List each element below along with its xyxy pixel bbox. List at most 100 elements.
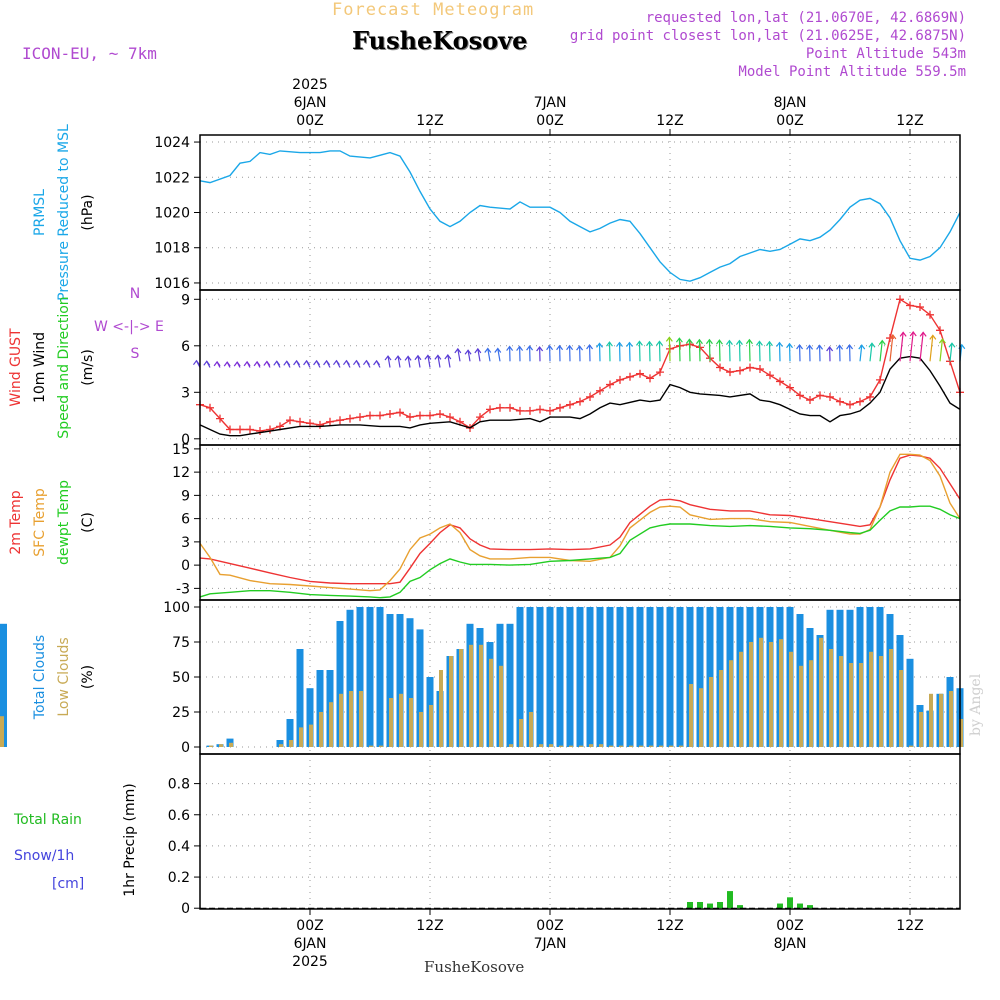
y-tick-label: 0.2 xyxy=(168,870,190,886)
gust-marker xyxy=(926,310,934,319)
bar-low-clouds xyxy=(309,724,313,747)
y-tick-label: 75 xyxy=(172,635,190,651)
wind-arrow-head xyxy=(626,341,633,347)
panel-pressure: 1016 1018 1020 1022 1024 PRMSL Pressure Reduce… xyxy=(32,124,961,301)
gust-marker xyxy=(566,400,574,409)
bar-total-clouds xyxy=(686,607,694,747)
wind-arrow xyxy=(718,340,721,362)
bar-low-clouds xyxy=(439,670,443,747)
bar-total-clouds xyxy=(546,607,554,747)
wind-arrow-head xyxy=(745,338,753,345)
bar-low-clouds xyxy=(349,691,353,747)
panel-label: (hPa) xyxy=(80,194,96,230)
gust-marker xyxy=(236,425,244,434)
bar-low-clouds xyxy=(649,745,653,747)
model-label: ICON-EU, ~ 7km xyxy=(22,44,157,63)
bar-total-clouds xyxy=(616,607,624,747)
wind-arrow-head xyxy=(735,339,743,345)
gust-marker xyxy=(756,365,764,374)
bar-low-clouds xyxy=(419,712,423,747)
y-tick-label: 3 xyxy=(181,535,190,551)
panel-frame xyxy=(199,289,961,446)
wind-arrow-head xyxy=(606,341,613,347)
wind-arrow xyxy=(447,354,451,368)
bar-total-rain xyxy=(777,903,783,909)
footer-station: FusheKosove xyxy=(424,958,525,976)
y-tick-label: 6 xyxy=(181,512,190,528)
gust-marker xyxy=(246,425,254,434)
gust-marker xyxy=(796,391,804,400)
wind-arrow xyxy=(457,348,461,362)
gust-marker xyxy=(416,411,424,420)
gust-marker xyxy=(526,406,534,415)
gust-marker xyxy=(326,417,334,426)
gust-marker xyxy=(546,406,554,415)
wind-arrow-head xyxy=(283,360,291,366)
wind-arrow xyxy=(758,341,761,362)
wind-arrow-head xyxy=(646,340,653,347)
bar-low-clouds xyxy=(289,740,293,747)
panel-label: SFC Temp xyxy=(32,488,48,557)
y-tick-label: 1024 xyxy=(154,135,190,151)
bar-total-clouds xyxy=(346,609,354,747)
wind-arrow xyxy=(658,341,661,362)
wind-arrow-head xyxy=(323,359,331,366)
wind-arrow-head xyxy=(556,344,564,351)
wind-arrow-head xyxy=(665,336,673,342)
bar-total-clouds xyxy=(566,607,574,747)
gust-marker xyxy=(786,383,794,392)
x-tick-label-top: 2025 xyxy=(292,77,328,93)
panel-precip: 0 0.2 0.4 0.6 0.8 Total Rain Snow/1h [cm] 1hr Pr… xyxy=(13,753,961,917)
gust-marker xyxy=(716,363,724,372)
wind-arrow-head xyxy=(919,331,927,337)
panel-label: Total Clouds xyxy=(32,635,48,720)
panel-clouds: 0 25 50 75 100 Total Clouds Low Clouds (%) xyxy=(0,599,964,756)
y-tick-label: 0 xyxy=(181,558,190,574)
panel-label: [cm] xyxy=(52,876,84,892)
x-tick-label-top: 7JAN xyxy=(534,95,567,111)
bar-low-clouds xyxy=(229,742,233,747)
wind-arrow xyxy=(688,339,691,362)
wind-arrow-head xyxy=(373,359,381,366)
wind-arrow xyxy=(748,339,751,362)
bar-low-clouds xyxy=(299,727,303,747)
panel-label: Wind GUST xyxy=(8,328,24,407)
bar-total-clouds xyxy=(356,607,364,747)
wind-arrow-head xyxy=(776,341,783,347)
compass-label: S xyxy=(131,346,140,362)
wind-arrow-head xyxy=(404,355,412,361)
bar-low-clouds xyxy=(389,698,393,747)
gust-marker xyxy=(646,374,654,383)
panel-label: Speed and Direction xyxy=(56,296,72,438)
gust-marker xyxy=(516,406,524,415)
bar-low-clouds xyxy=(569,745,573,747)
bar-low-clouds xyxy=(779,639,783,747)
bar-low-clouds xyxy=(789,651,793,747)
wind-arrow-head xyxy=(566,344,574,351)
panel-label: 1hr Precip (mm) xyxy=(122,783,138,896)
y-tick-label: 50 xyxy=(172,670,190,686)
gust-marker xyxy=(846,400,854,409)
wind-arrow-head xyxy=(434,354,442,360)
y-tick-label: 12 xyxy=(172,465,190,481)
y-tick-label: 25 xyxy=(172,705,190,721)
bar-total-rain xyxy=(727,891,733,909)
bar-low-clouds xyxy=(519,719,523,747)
gust-marker xyxy=(206,403,214,412)
bar-low-clouds xyxy=(319,712,323,747)
bar-total-clouds xyxy=(406,618,414,747)
gust-marker xyxy=(336,416,344,425)
wind-arrow xyxy=(929,335,934,362)
gust-marker xyxy=(606,380,614,389)
bar-total-clouds xyxy=(576,607,584,747)
bar-low-clouds xyxy=(369,745,373,747)
wind-arrow-head xyxy=(695,338,703,345)
panel-label: Low Clouds xyxy=(56,637,72,716)
panel-label: dewpt Temp xyxy=(56,480,72,565)
y-tick-label: 15 xyxy=(172,442,190,458)
bar-total-clouds xyxy=(676,607,684,747)
wind-arrow-head xyxy=(889,333,897,340)
series-dewpt-temp xyxy=(199,505,961,599)
bar-total-rain xyxy=(717,901,723,909)
wind-arrow-head xyxy=(846,343,854,350)
